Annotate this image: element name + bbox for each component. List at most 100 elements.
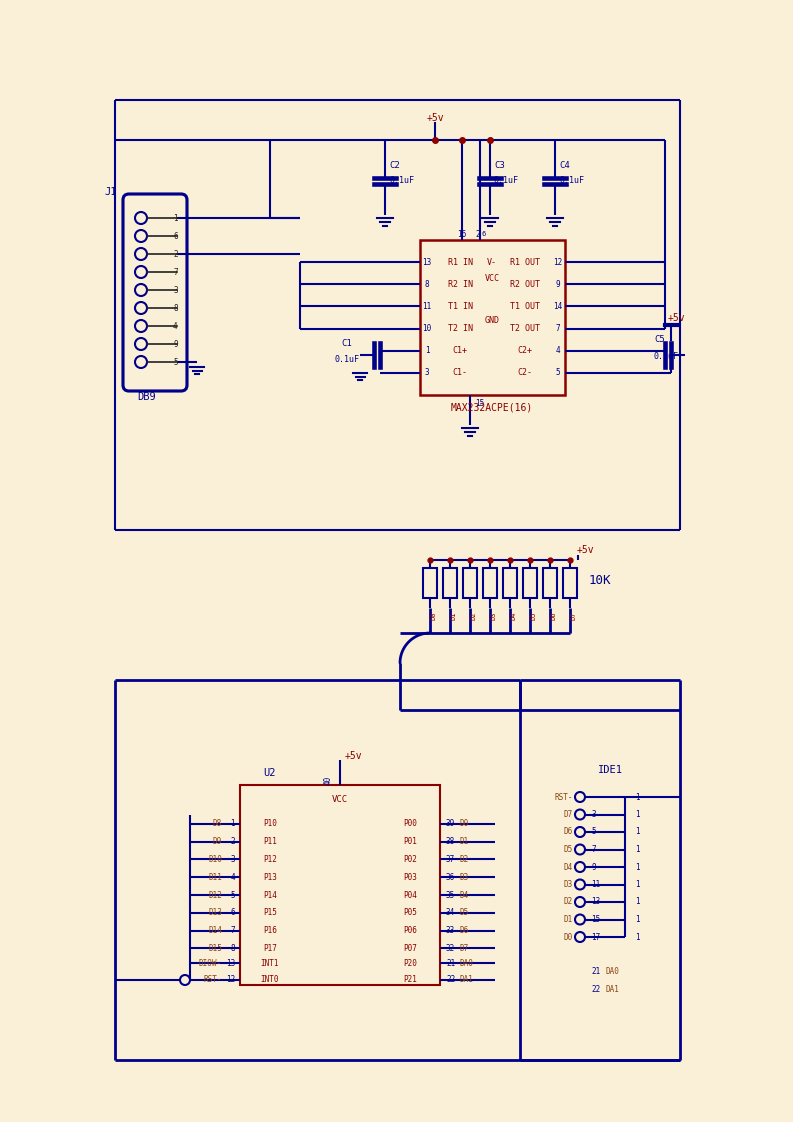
Text: P03: P03 — [403, 873, 417, 882]
Circle shape — [575, 792, 585, 802]
Text: D2: D2 — [564, 898, 573, 907]
Text: VCC: VCC — [485, 274, 500, 283]
Text: D5: D5 — [564, 845, 573, 854]
Bar — [420, 240, 565, 395]
Text: 11: 11 — [591, 880, 600, 889]
Text: D15: D15 — [208, 944, 222, 953]
Text: +5v: +5v — [668, 313, 686, 323]
Text: C4: C4 — [559, 160, 569, 169]
Text: C2-: C2- — [518, 368, 533, 377]
Text: D8: D8 — [213, 819, 222, 828]
Text: D0: D0 — [430, 611, 436, 620]
Text: C2: C2 — [389, 160, 400, 169]
Text: D12: D12 — [208, 891, 222, 900]
Text: 2: 2 — [231, 837, 235, 846]
Text: D1: D1 — [450, 611, 456, 620]
Text: 8: 8 — [425, 279, 429, 288]
Circle shape — [575, 914, 585, 925]
Text: P21: P21 — [403, 975, 417, 984]
Text: P02: P02 — [403, 855, 417, 864]
Text: 0.1uF: 0.1uF — [654, 351, 679, 360]
Text: D7: D7 — [570, 611, 576, 620]
Text: D4: D4 — [564, 863, 573, 872]
Text: D14: D14 — [208, 926, 222, 935]
Text: D0: D0 — [564, 932, 573, 941]
Text: 1: 1 — [635, 898, 640, 907]
Circle shape — [575, 845, 585, 855]
Circle shape — [575, 896, 585, 907]
Text: U2: U2 — [264, 767, 276, 778]
Circle shape — [575, 862, 585, 872]
Text: P10: P10 — [263, 819, 277, 828]
Text: D9: D9 — [213, 837, 222, 846]
Text: D1: D1 — [460, 837, 469, 846]
Text: P20: P20 — [403, 958, 417, 967]
Text: 10: 10 — [423, 324, 431, 333]
Text: C1+: C1+ — [453, 347, 468, 356]
Text: INT1: INT1 — [261, 958, 279, 967]
Text: 11: 11 — [423, 302, 431, 311]
Text: P11: P11 — [263, 837, 277, 846]
Text: 1: 1 — [635, 863, 640, 872]
Text: 21: 21 — [591, 967, 600, 976]
Text: 1: 1 — [635, 932, 640, 941]
Circle shape — [135, 284, 147, 296]
Text: 9: 9 — [591, 863, 596, 872]
Text: 9: 9 — [556, 279, 561, 288]
Circle shape — [575, 809, 585, 819]
Text: 0.1uF: 0.1uF — [389, 175, 414, 184]
Text: C3: C3 — [494, 160, 505, 169]
Text: P06: P06 — [403, 926, 417, 935]
Text: 8: 8 — [173, 303, 178, 313]
Text: +5v: +5v — [577, 545, 594, 555]
Bar — [523, 568, 537, 598]
Text: D1: D1 — [564, 916, 573, 925]
Text: 7: 7 — [231, 926, 235, 935]
Text: 4: 4 — [231, 873, 235, 882]
Text: D6: D6 — [550, 611, 556, 620]
Text: D6: D6 — [564, 828, 573, 837]
Circle shape — [135, 248, 147, 260]
Text: 35: 35 — [446, 891, 455, 900]
Text: R2 OUT: R2 OUT — [510, 279, 540, 288]
Text: 36: 36 — [446, 873, 455, 882]
Text: 12: 12 — [226, 975, 235, 984]
Text: D7: D7 — [564, 810, 573, 819]
Circle shape — [135, 266, 147, 278]
Text: 15: 15 — [591, 916, 600, 925]
Text: P13: P13 — [263, 873, 277, 882]
Text: P12: P12 — [263, 855, 277, 864]
Bar — [563, 568, 577, 598]
Text: 40: 40 — [324, 775, 332, 784]
Text: D0: D0 — [460, 819, 469, 828]
Text: DA1: DA1 — [460, 975, 474, 984]
Text: P04: P04 — [403, 891, 417, 900]
Text: D7: D7 — [460, 944, 469, 953]
Text: V-: V- — [487, 258, 497, 267]
Circle shape — [575, 827, 585, 837]
Text: 0.1uF: 0.1uF — [494, 175, 519, 184]
Text: DB9: DB9 — [138, 392, 156, 402]
Text: 3: 3 — [591, 810, 596, 819]
Text: R2 IN: R2 IN — [447, 279, 473, 288]
Text: P01: P01 — [403, 837, 417, 846]
Text: 21: 21 — [446, 958, 455, 967]
Text: 9: 9 — [173, 340, 178, 349]
Text: 15: 15 — [475, 398, 485, 407]
Text: 7: 7 — [173, 267, 178, 276]
Text: R1 IN: R1 IN — [447, 258, 473, 267]
Text: D10: D10 — [208, 855, 222, 864]
Text: 14: 14 — [554, 302, 562, 311]
Text: DA0: DA0 — [460, 958, 474, 967]
Text: +5v: +5v — [426, 113, 444, 123]
Text: 5: 5 — [173, 358, 178, 367]
Text: 39: 39 — [446, 819, 455, 828]
Bar — [240, 785, 440, 985]
Text: 10K: 10K — [588, 573, 611, 587]
Text: P16: P16 — [263, 926, 277, 935]
Text: 7: 7 — [556, 324, 561, 333]
Text: 0.1uF: 0.1uF — [335, 355, 359, 364]
Text: 1: 1 — [635, 792, 640, 801]
Text: IDE1: IDE1 — [597, 765, 623, 775]
Text: 1: 1 — [635, 810, 640, 819]
